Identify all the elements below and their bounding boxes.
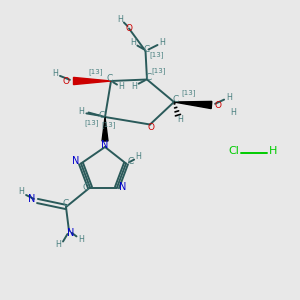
Text: N: N	[67, 228, 74, 239]
Text: H: H	[226, 93, 232, 102]
Text: O: O	[62, 76, 70, 85]
Text: N: N	[101, 140, 109, 150]
Polygon shape	[174, 101, 212, 109]
Polygon shape	[102, 117, 108, 141]
Text: [13]: [13]	[151, 67, 166, 74]
Text: Cl: Cl	[229, 146, 239, 157]
Text: H: H	[178, 116, 184, 124]
Text: [13]: [13]	[88, 68, 103, 75]
Polygon shape	[74, 77, 111, 85]
Text: N: N	[72, 156, 79, 167]
Text: C: C	[144, 45, 150, 54]
Text: H: H	[79, 107, 85, 116]
Text: C: C	[98, 111, 104, 120]
Text: [13]: [13]	[181, 90, 196, 96]
Text: H: H	[56, 240, 62, 249]
Text: C: C	[82, 183, 88, 192]
Text: H: H	[118, 82, 124, 91]
Text: H: H	[269, 146, 277, 157]
Text: [13]: [13]	[101, 121, 116, 128]
Text: H: H	[52, 69, 59, 78]
Text: C: C	[172, 95, 178, 104]
Text: O: O	[214, 100, 222, 109]
Text: H: H	[130, 38, 136, 47]
Text: H: H	[117, 15, 123, 24]
Text: C: C	[128, 157, 134, 166]
Text: N: N	[28, 194, 35, 205]
Text: O: O	[148, 123, 155, 132]
Text: H: H	[136, 152, 142, 161]
Text: H: H	[230, 108, 236, 117]
Text: H: H	[131, 82, 137, 91]
Text: H: H	[159, 38, 165, 47]
Text: C: C	[63, 199, 69, 208]
Text: N: N	[119, 182, 126, 193]
Text: C: C	[106, 74, 112, 83]
Text: [13]: [13]	[150, 51, 164, 58]
Text: [13]: [13]	[84, 120, 99, 126]
Text: H: H	[79, 235, 85, 244]
Text: H: H	[18, 188, 24, 196]
Text: C: C	[146, 73, 152, 82]
Text: O: O	[125, 24, 133, 33]
